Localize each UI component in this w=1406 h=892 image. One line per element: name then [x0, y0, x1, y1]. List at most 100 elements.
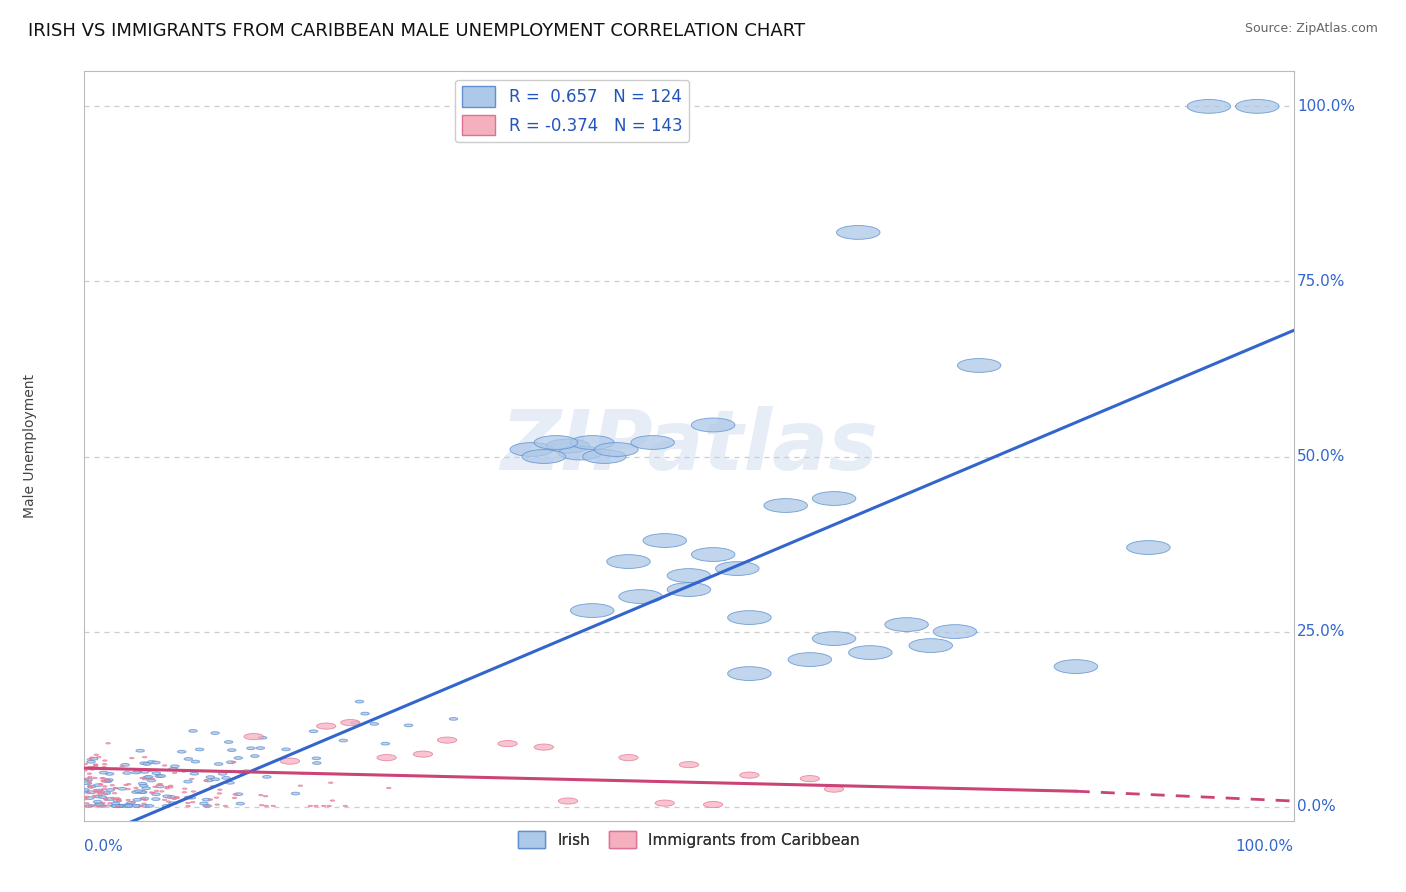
Ellipse shape: [692, 418, 735, 432]
Ellipse shape: [226, 761, 235, 764]
Ellipse shape: [93, 795, 97, 797]
Ellipse shape: [643, 533, 686, 548]
Ellipse shape: [498, 740, 517, 747]
Ellipse shape: [534, 435, 578, 450]
Ellipse shape: [181, 771, 186, 772]
Ellipse shape: [314, 805, 318, 806]
Ellipse shape: [91, 766, 96, 767]
Ellipse shape: [301, 772, 305, 774]
Legend: Irish, Immigrants from Caribbean: Irish, Immigrants from Caribbean: [512, 825, 866, 855]
Ellipse shape: [824, 786, 844, 792]
Ellipse shape: [934, 624, 977, 639]
Ellipse shape: [122, 772, 131, 774]
Ellipse shape: [166, 801, 170, 802]
Ellipse shape: [309, 730, 318, 732]
Ellipse shape: [172, 798, 176, 799]
Ellipse shape: [132, 769, 136, 770]
Ellipse shape: [134, 770, 142, 772]
Ellipse shape: [87, 766, 91, 768]
Ellipse shape: [263, 775, 271, 778]
Ellipse shape: [87, 773, 91, 774]
Ellipse shape: [104, 799, 108, 800]
Ellipse shape: [139, 762, 148, 764]
Ellipse shape: [83, 770, 87, 772]
Ellipse shape: [191, 760, 200, 763]
Ellipse shape: [134, 805, 142, 807]
Ellipse shape: [510, 442, 554, 457]
Ellipse shape: [156, 784, 160, 785]
Ellipse shape: [87, 760, 96, 763]
Ellipse shape: [343, 805, 347, 806]
Ellipse shape: [142, 779, 146, 780]
Ellipse shape: [259, 795, 263, 796]
Ellipse shape: [115, 805, 124, 807]
Ellipse shape: [87, 785, 96, 788]
Ellipse shape: [90, 757, 94, 758]
Ellipse shape: [87, 791, 96, 794]
Ellipse shape: [94, 784, 103, 787]
Ellipse shape: [233, 756, 243, 759]
Ellipse shape: [813, 491, 856, 506]
Ellipse shape: [260, 805, 264, 806]
Ellipse shape: [558, 446, 602, 460]
Ellipse shape: [183, 791, 187, 793]
Ellipse shape: [127, 799, 131, 801]
Ellipse shape: [152, 761, 160, 764]
Ellipse shape: [117, 800, 121, 801]
Ellipse shape: [655, 800, 675, 806]
Ellipse shape: [728, 666, 770, 681]
Ellipse shape: [104, 780, 112, 782]
Ellipse shape: [169, 785, 173, 787]
Text: 100.0%: 100.0%: [1236, 839, 1294, 855]
Ellipse shape: [246, 747, 254, 749]
Ellipse shape: [89, 805, 93, 806]
Ellipse shape: [98, 796, 107, 798]
Ellipse shape: [177, 750, 186, 753]
Ellipse shape: [101, 802, 105, 804]
Ellipse shape: [84, 778, 89, 780]
Ellipse shape: [339, 739, 347, 742]
Ellipse shape: [97, 756, 101, 758]
Ellipse shape: [1236, 99, 1279, 113]
Ellipse shape: [211, 778, 219, 780]
Ellipse shape: [740, 772, 759, 778]
Ellipse shape: [245, 733, 263, 739]
Ellipse shape: [312, 757, 321, 760]
Text: Source: ZipAtlas.com: Source: ZipAtlas.com: [1244, 22, 1378, 36]
Ellipse shape: [136, 749, 145, 752]
Ellipse shape: [370, 723, 378, 725]
Ellipse shape: [141, 771, 149, 773]
Ellipse shape: [142, 787, 150, 789]
Text: IRISH VS IMMIGRANTS FROM CARIBBEAN MALE UNEMPLOYMENT CORRELATION CHART: IRISH VS IMMIGRANTS FROM CARIBBEAN MALE …: [28, 22, 806, 40]
Ellipse shape: [263, 796, 267, 797]
Ellipse shape: [105, 743, 110, 744]
Ellipse shape: [96, 803, 104, 805]
Ellipse shape: [80, 790, 89, 793]
Ellipse shape: [93, 764, 98, 765]
Ellipse shape: [155, 790, 159, 791]
Ellipse shape: [94, 754, 98, 756]
Ellipse shape: [361, 713, 370, 715]
Ellipse shape: [90, 769, 96, 770]
Ellipse shape: [186, 805, 190, 806]
Text: 0.0%: 0.0%: [1298, 799, 1336, 814]
Ellipse shape: [813, 632, 856, 646]
Ellipse shape: [668, 582, 710, 597]
Ellipse shape: [134, 787, 138, 789]
Ellipse shape: [103, 786, 107, 787]
Ellipse shape: [322, 805, 326, 806]
Ellipse shape: [173, 772, 177, 773]
Ellipse shape: [631, 435, 675, 450]
Ellipse shape: [184, 757, 193, 760]
Ellipse shape: [132, 805, 141, 807]
Ellipse shape: [87, 758, 91, 760]
Ellipse shape: [188, 730, 197, 732]
Ellipse shape: [763, 499, 807, 513]
Ellipse shape: [103, 792, 111, 795]
Ellipse shape: [957, 359, 1001, 372]
Ellipse shape: [169, 802, 177, 805]
Ellipse shape: [405, 724, 413, 727]
Ellipse shape: [83, 781, 91, 784]
Ellipse shape: [84, 796, 89, 797]
Ellipse shape: [328, 805, 332, 806]
